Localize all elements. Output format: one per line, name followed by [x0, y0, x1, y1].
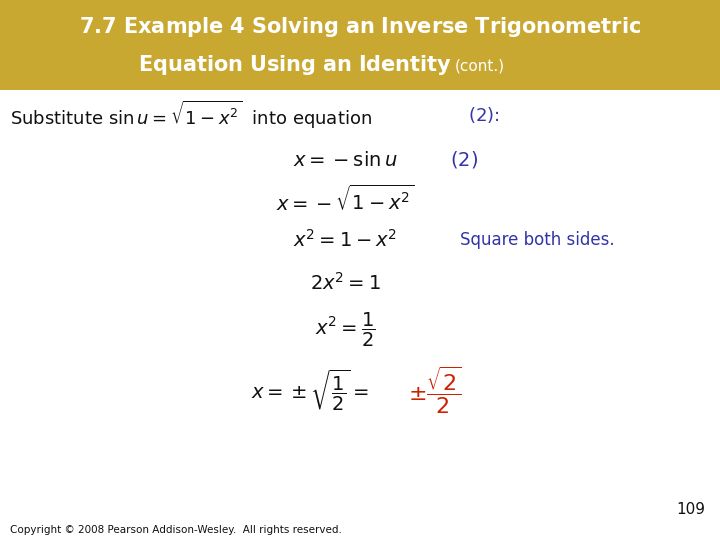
Text: 109: 109 [676, 503, 705, 517]
Text: Copyright © 2008 Pearson Addison-Wesley.  All rights reserved.: Copyright © 2008 Pearson Addison-Wesley.… [10, 525, 342, 535]
Text: $x^2 = 1-x^2$: $x^2 = 1-x^2$ [293, 229, 397, 251]
Text: $(2)$: $(2)$ [450, 150, 478, 171]
Text: $x^2 = \dfrac{1}{2}$: $x^2 = \dfrac{1}{2}$ [315, 311, 375, 349]
Text: $(2)$:: $(2)$: [468, 105, 500, 125]
Text: $2x^2 = 1$: $2x^2 = 1$ [310, 272, 380, 294]
Text: Square both sides.: Square both sides. [460, 231, 615, 249]
Text: $\mathbf{7.7}$ $\mathbf{Example\ 4\ Solving\ an\ Inverse\ Trigonometric}$: $\mathbf{7.7}$ $\mathbf{Example\ 4\ Solv… [79, 15, 641, 39]
Text: (cont.): (cont.) [455, 58, 505, 73]
Bar [0, 0, 720, 90]
Text: $\pm\dfrac{\sqrt{2}}{2}$: $\pm\dfrac{\sqrt{2}}{2}$ [408, 364, 462, 416]
Text: $x = -\sqrt{1-x^2}$: $x = -\sqrt{1-x^2}$ [276, 185, 414, 215]
Text: $\mathbf{Equation\ Using\ an\ Identity}$: $\mathbf{Equation\ Using\ an\ Identity}$ [138, 53, 452, 77]
Text: $x = \pm\sqrt{\dfrac{1}{2}} = $: $x = \pm\sqrt{\dfrac{1}{2}} = $ [251, 367, 369, 413]
Text: $x = -\sin u$: $x = -\sin u$ [293, 151, 397, 170]
Text: Substitute $\sin u = \sqrt{1-x^2}$  into equation: Substitute $\sin u = \sqrt{1-x^2}$ into … [10, 99, 374, 131]
